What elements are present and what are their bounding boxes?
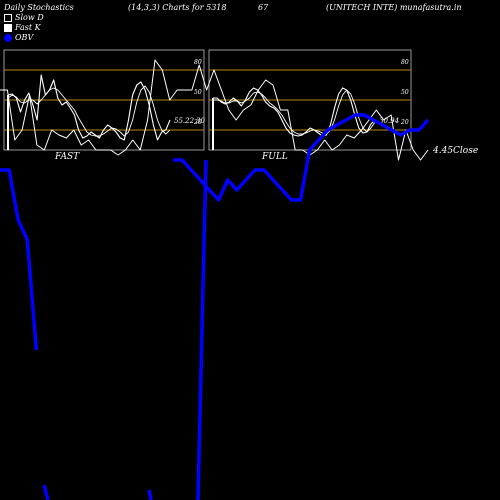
full-panel-label: FULL: [262, 152, 288, 162]
full-level-tick-50: 50: [401, 89, 409, 96]
fast-fast-k-line: [7, 74, 171, 141]
close-last-value-label: 4.45Close: [432, 146, 478, 156]
full-fast-k-line: [213, 87, 376, 137]
fast-level-tick-80: 80: [194, 59, 202, 66]
legend-label: Slow D: [15, 13, 44, 22]
fast-last-value-suffix: 30: [196, 117, 205, 125]
legend-item-slow-d: Slow D: [4, 13, 44, 23]
fast-last-value-label: 55.22: [174, 117, 195, 125]
legend-item-fast-k: Fast K: [4, 23, 44, 33]
symbol-label: (UNITECH INTE) munafasutra.in: [326, 3, 462, 12]
obv-drop-tail: [42, 484, 50, 500]
fast-level-tick-50: 50: [194, 89, 202, 96]
full-slow-d-line: [213, 89, 376, 135]
header-mid-value: 67: [258, 3, 269, 12]
full-last-value-label: 30.94: [379, 117, 399, 125]
fast-level-tick-20: 20: [193, 119, 202, 126]
legend-label: OBV: [15, 33, 34, 42]
legend-item-obv: OBV: [4, 33, 44, 43]
white-swatch-icon: [4, 24, 12, 32]
chart-params: (14,3,3) Charts for 5318: [128, 3, 227, 12]
full-level-tick-80: 80: [401, 59, 409, 66]
obv-line-segment-0: [0, 168, 39, 351]
close-price-line: [0, 59, 429, 161]
obv-line-segment-1: [173, 113, 430, 202]
full-level-tick-20: 20: [400, 119, 409, 126]
blue-dot-icon: [4, 34, 12, 42]
obv-low-blip: [147, 489, 153, 500]
open-swatch-icon: [4, 14, 12, 22]
obv-rise: [196, 159, 208, 500]
legend-label: Fast K: [15, 23, 41, 32]
chart-title: Daily Stochastics: [4, 3, 74, 12]
fast-panel-label: FAST: [55, 152, 80, 162]
legend: Slow D Fast K OBV: [4, 13, 44, 43]
